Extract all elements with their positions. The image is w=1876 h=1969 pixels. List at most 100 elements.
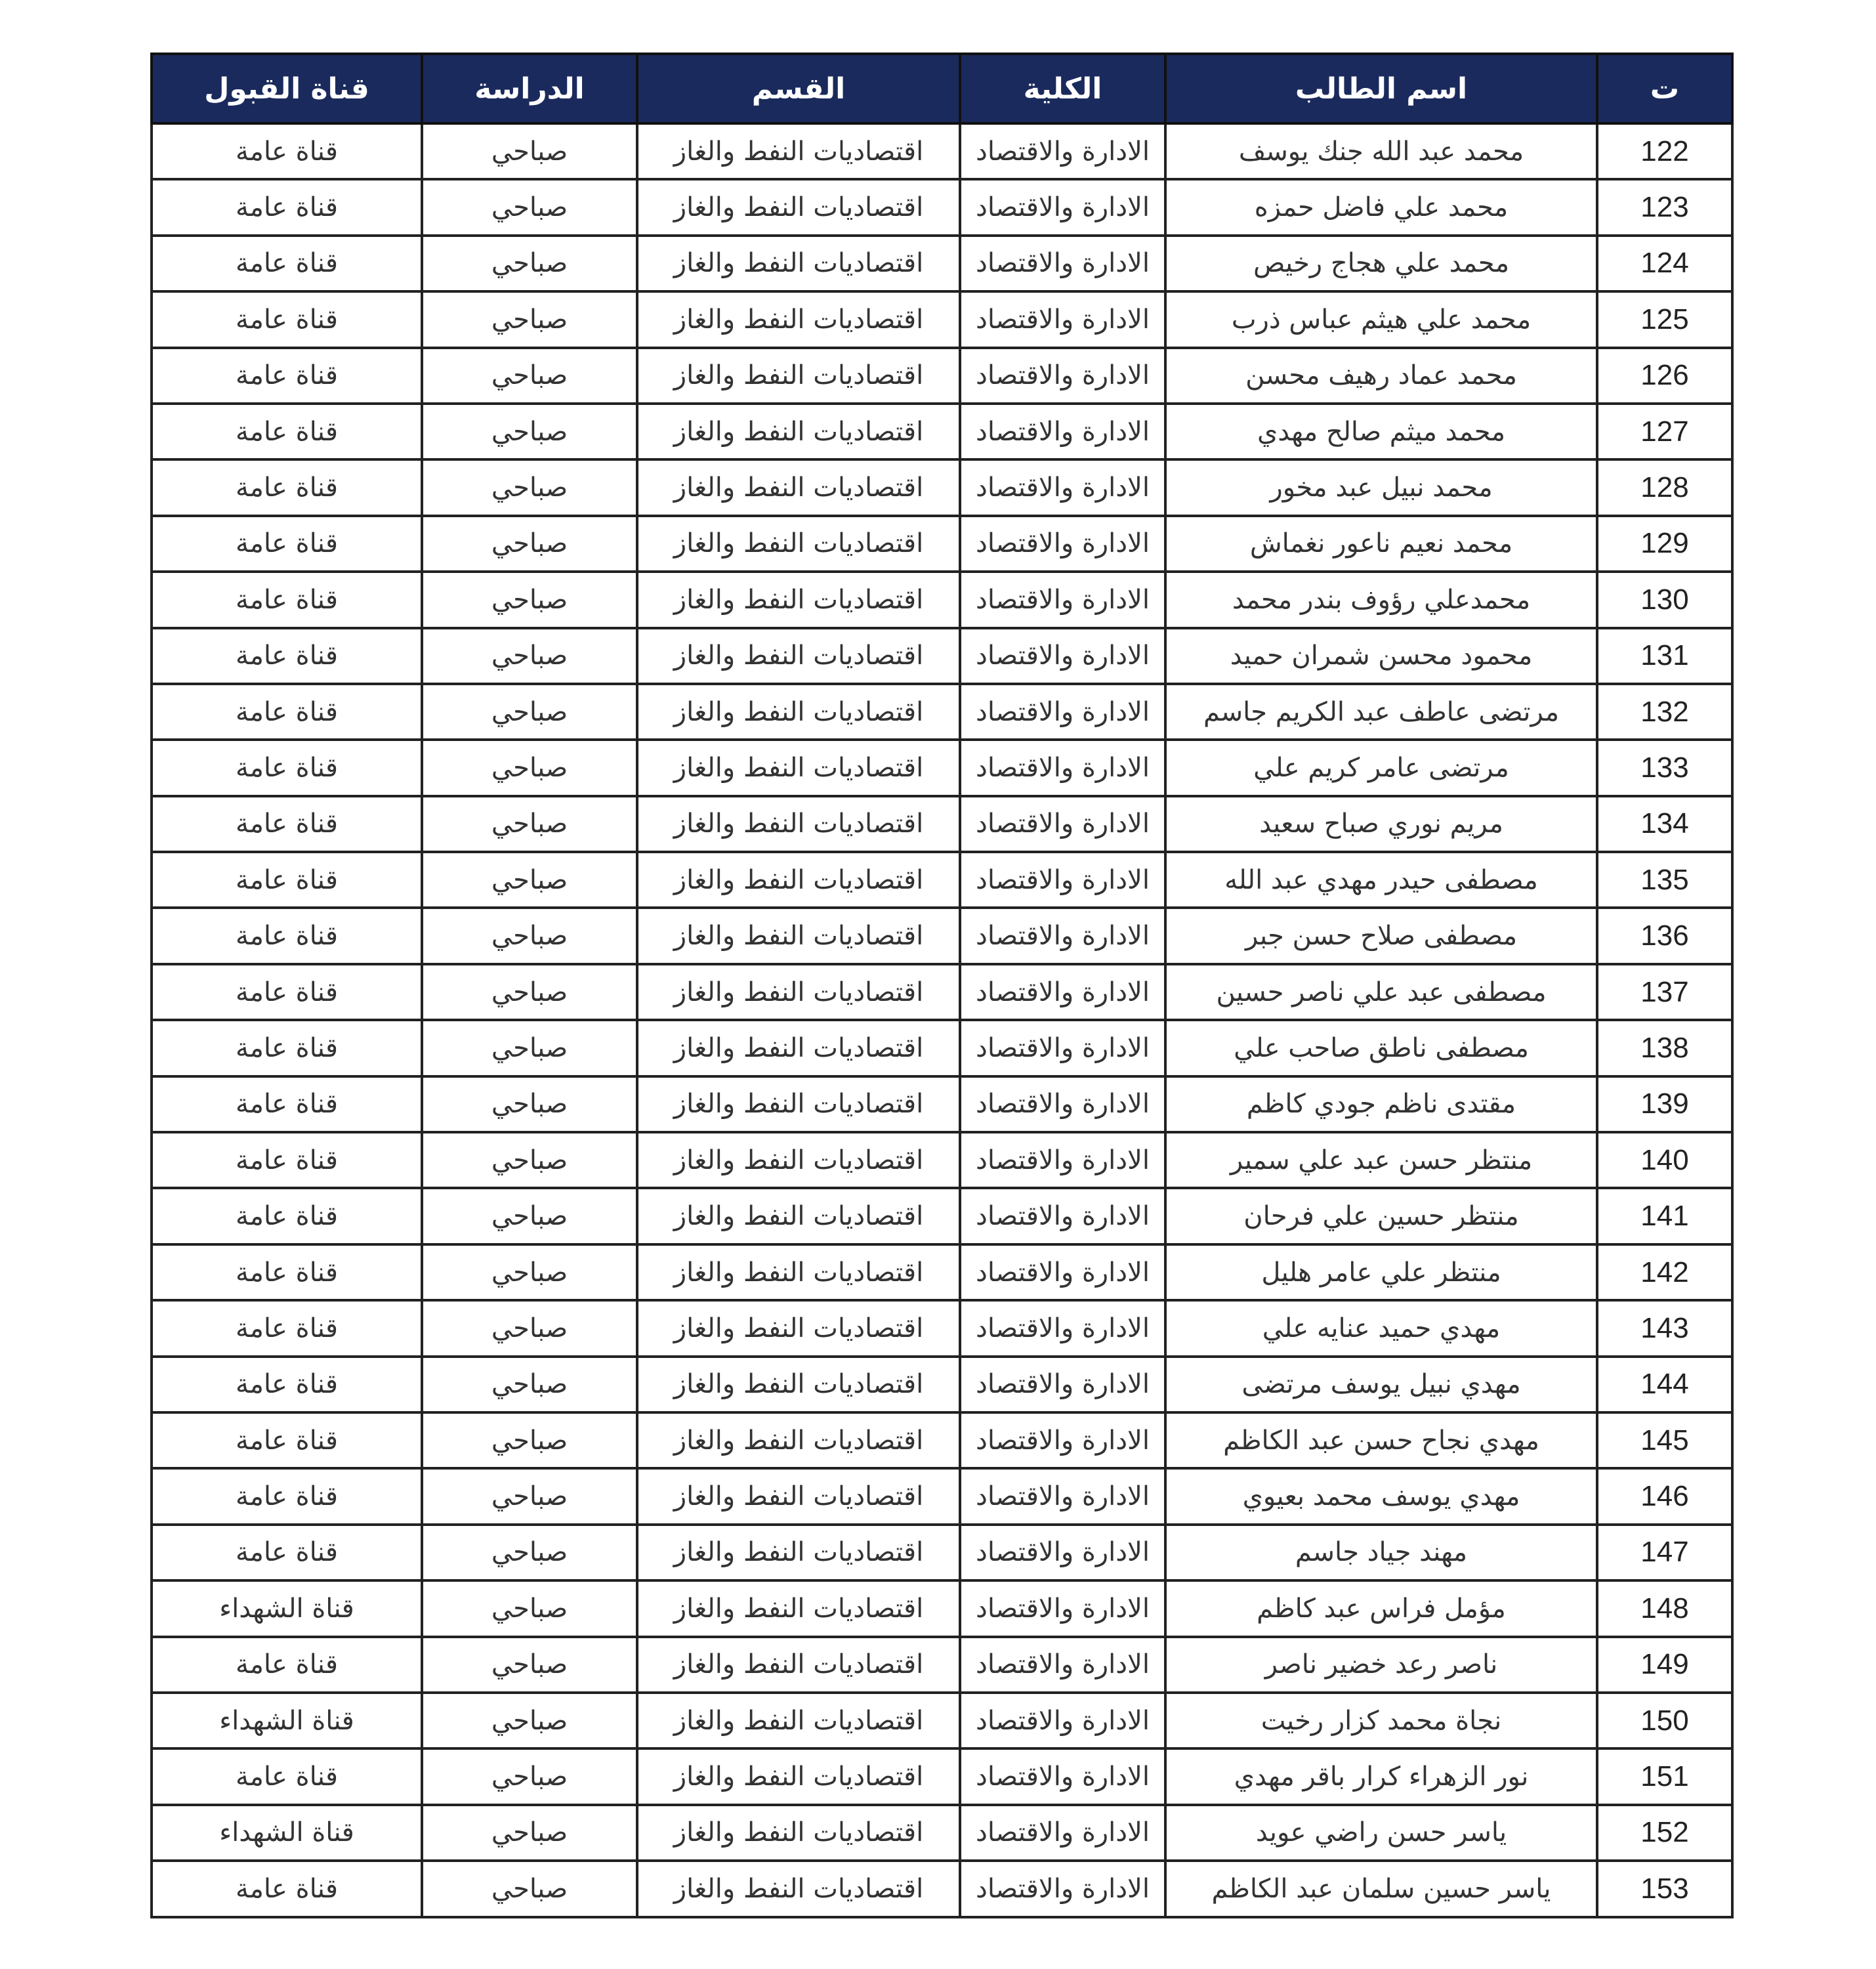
college-cell: الادارة والاقتصاد — [959, 234, 1167, 293]
department-cell: اقتصاديات النفط والغاز — [636, 851, 961, 910]
table-row: 140 منتظر حسن عبد علي سمير الادارة والاقتص… — [150, 1131, 1734, 1190]
row-number-cell: 126 — [1596, 346, 1734, 405]
study-type-cell: صباحي — [421, 1242, 638, 1302]
admission-channel-cell: قناة عامة — [150, 290, 423, 349]
admission-channel-cell: قناة الشهداء — [150, 1803, 423, 1863]
students-table: ت اسم الطالب الكلية القسم الدراسة قناة ا… — [150, 53, 1734, 1918]
department-cell: اقتصاديات النفط والغاز — [636, 682, 961, 742]
student-name-cell: مرتضى عاطف عبد الكريم جاسم — [1164, 682, 1598, 742]
college-cell: الادارة والاقتصاد — [959, 1019, 1167, 1078]
row-number-cell: 140 — [1596, 1131, 1734, 1190]
table-row: 127 محمد ميثم صالح مهدي الادارة والاقتصاد ا… — [150, 402, 1734, 461]
row-number-cell: 124 — [1596, 234, 1734, 293]
table-row: 136 مصطفى صلاح حسن جبر الادارة والاقتصاد اق… — [150, 906, 1734, 965]
college-cell: الادارة والاقتصاد — [959, 906, 1167, 965]
study-type-cell: صباحي — [421, 1131, 638, 1190]
study-type-cell: صباحي — [421, 1635, 638, 1694]
row-number-cell: 141 — [1596, 1187, 1734, 1246]
table-row: 147 مهند جياد جاسم الادارة والاقتصاد اقتصاد… — [150, 1523, 1734, 1582]
table-row: 152 ياسر حسن راضي عويد الادارة والاقتصاد اق… — [150, 1803, 1734, 1863]
table-row: 149 ناصر رعد خضير ناصر الادارة والاقتصاد اق… — [150, 1635, 1734, 1694]
row-number-cell: 131 — [1596, 626, 1734, 685]
student-name-cell: مصطفى عبد علي ناصر حسين — [1164, 962, 1598, 1022]
study-type-cell: صباحي — [421, 794, 638, 854]
college-cell: الادارة والاقتصاد — [959, 1523, 1167, 1582]
department-cell: اقتصاديات النفط والغاز — [636, 794, 961, 854]
study-type-cell: صباحي — [421, 1523, 638, 1582]
row-number-cell: 133 — [1596, 738, 1734, 797]
college-cell: الادارة والاقتصاد — [959, 402, 1167, 461]
department-cell: اقتصاديات النفط والغاز — [636, 514, 961, 574]
department-cell: اقتصاديات النفط والغاز — [636, 626, 961, 685]
college-cell: الادارة والاقتصاد — [959, 1467, 1167, 1526]
college-cell: الادارة والاقتصاد — [959, 514, 1167, 574]
department-cell: اقتصاديات النفط والغاز — [636, 1523, 961, 1582]
row-number-cell: 153 — [1596, 1859, 1734, 1918]
college-cell: الادارة والاقتصاد — [959, 1635, 1167, 1694]
student-name-cell: مصطفى حيدر مهدي عبد الله — [1164, 851, 1598, 910]
row-number-cell: 147 — [1596, 1523, 1734, 1582]
department-cell: اقتصاديات النفط والغاز — [636, 1131, 961, 1190]
student-name-cell: مهدي نبيل يوسف مرتضى — [1164, 1355, 1598, 1414]
row-number-cell: 144 — [1596, 1355, 1734, 1414]
college-cell: الادارة والاقتصاد — [959, 570, 1167, 629]
admission-channel-cell: قناة عامة — [150, 1355, 423, 1414]
student-name-cell: محمد علي هيثم عباس ذرب — [1164, 290, 1598, 349]
study-type-cell: صباحي — [421, 1467, 638, 1526]
college-cell: الادارة والاقتصاد — [959, 178, 1167, 237]
admission-channel-cell: قناة عامة — [150, 178, 423, 237]
admission-channel-cell: قناة عامة — [150, 1523, 423, 1582]
admission-channel-cell: قناة عامة — [150, 851, 423, 910]
row-number-cell: 130 — [1596, 570, 1734, 629]
study-type-cell: صباحي — [421, 626, 638, 685]
study-type-cell: صباحي — [421, 1019, 638, 1078]
college-cell: الادارة والاقتصاد — [959, 1187, 1167, 1246]
row-number-cell: 122 — [1596, 121, 1734, 181]
admission-channel-cell: قناة عامة — [150, 1242, 423, 1302]
study-type-cell: صباحي — [421, 290, 638, 349]
study-type-cell: صباحي — [421, 234, 638, 293]
row-number-cell: 152 — [1596, 1803, 1734, 1863]
department-cell: اقتصاديات النفط والغاز — [636, 1579, 961, 1638]
department-cell: اقتصاديات النفط والغاز — [636, 1635, 961, 1694]
header-department: القسم — [636, 53, 961, 125]
department-cell: اقتصاديات النفط والغاز — [636, 290, 961, 349]
student-name-cell: مهدي نجاح حسن عبد الكاظم — [1164, 1410, 1598, 1470]
admission-channel-cell: قناة عامة — [150, 1131, 423, 1190]
college-cell: الادارة والاقتصاد — [959, 682, 1167, 742]
row-number-cell: 150 — [1596, 1691, 1734, 1750]
study-type-cell: صباحي — [421, 1803, 638, 1863]
table-row: 122 محمد عبد الله جنك يوسف الادارة والاقتص… — [150, 121, 1734, 181]
header-college: الكلية — [959, 53, 1167, 125]
department-cell: اقتصاديات النفط والغاز — [636, 1299, 961, 1358]
student-name-cell: محمود محسن شمران حميد — [1164, 626, 1598, 685]
college-cell: الادارة والاقتصاد — [959, 121, 1167, 181]
table-row: 129 محمد نعيم ناعور نغماش الادارة والاقتصا… — [150, 514, 1734, 574]
student-name-cell: مرتضى عامر كريم علي — [1164, 738, 1598, 797]
row-number-cell: 151 — [1596, 1747, 1734, 1806]
department-cell: اقتصاديات النفط والغاز — [636, 234, 961, 293]
table-row: 135 مصطفى حيدر مهدي عبد الله الادارة والاق… — [150, 851, 1734, 910]
table-row: 139 مقتدى ناظم جودي كاظم الادارة والاقتصاد… — [150, 1074, 1734, 1134]
admission-channel-cell: قناة عامة — [150, 682, 423, 742]
table-row: 134 مريم نوري صباح سعيد الادارة والاقتصاد ا… — [150, 794, 1734, 854]
row-number-cell: 148 — [1596, 1579, 1734, 1638]
department-cell: اقتصاديات النفط والغاز — [636, 1691, 961, 1750]
study-type-cell: صباحي — [421, 570, 638, 629]
department-cell: اقتصاديات النفط والغاز — [636, 1410, 961, 1470]
student-name-cell: مهدي حميد عنايه علي — [1164, 1299, 1598, 1358]
row-number-cell: 132 — [1596, 682, 1734, 742]
row-number-cell: 129 — [1596, 514, 1734, 574]
study-type-cell: صباحي — [421, 851, 638, 910]
study-type-cell: صباحي — [421, 962, 638, 1022]
header-study: الدراسة — [421, 53, 638, 125]
department-cell: اقتصاديات النفط والغاز — [636, 178, 961, 237]
table-row: 150 نجاة محمد كزار رخيت الادارة والاقتصاد ا… — [150, 1691, 1734, 1750]
student-name-cell: نجاة محمد كزار رخيت — [1164, 1691, 1598, 1750]
student-name-cell: مهند جياد جاسم — [1164, 1523, 1598, 1582]
department-cell: اقتصاديات النفط والغاز — [636, 1803, 961, 1863]
admission-channel-cell: قناة عامة — [150, 458, 423, 517]
row-number-cell: 125 — [1596, 290, 1734, 349]
study-type-cell: صباحي — [421, 1579, 638, 1638]
student-name-cell: منتظر حسين علي فرحان — [1164, 1187, 1598, 1246]
